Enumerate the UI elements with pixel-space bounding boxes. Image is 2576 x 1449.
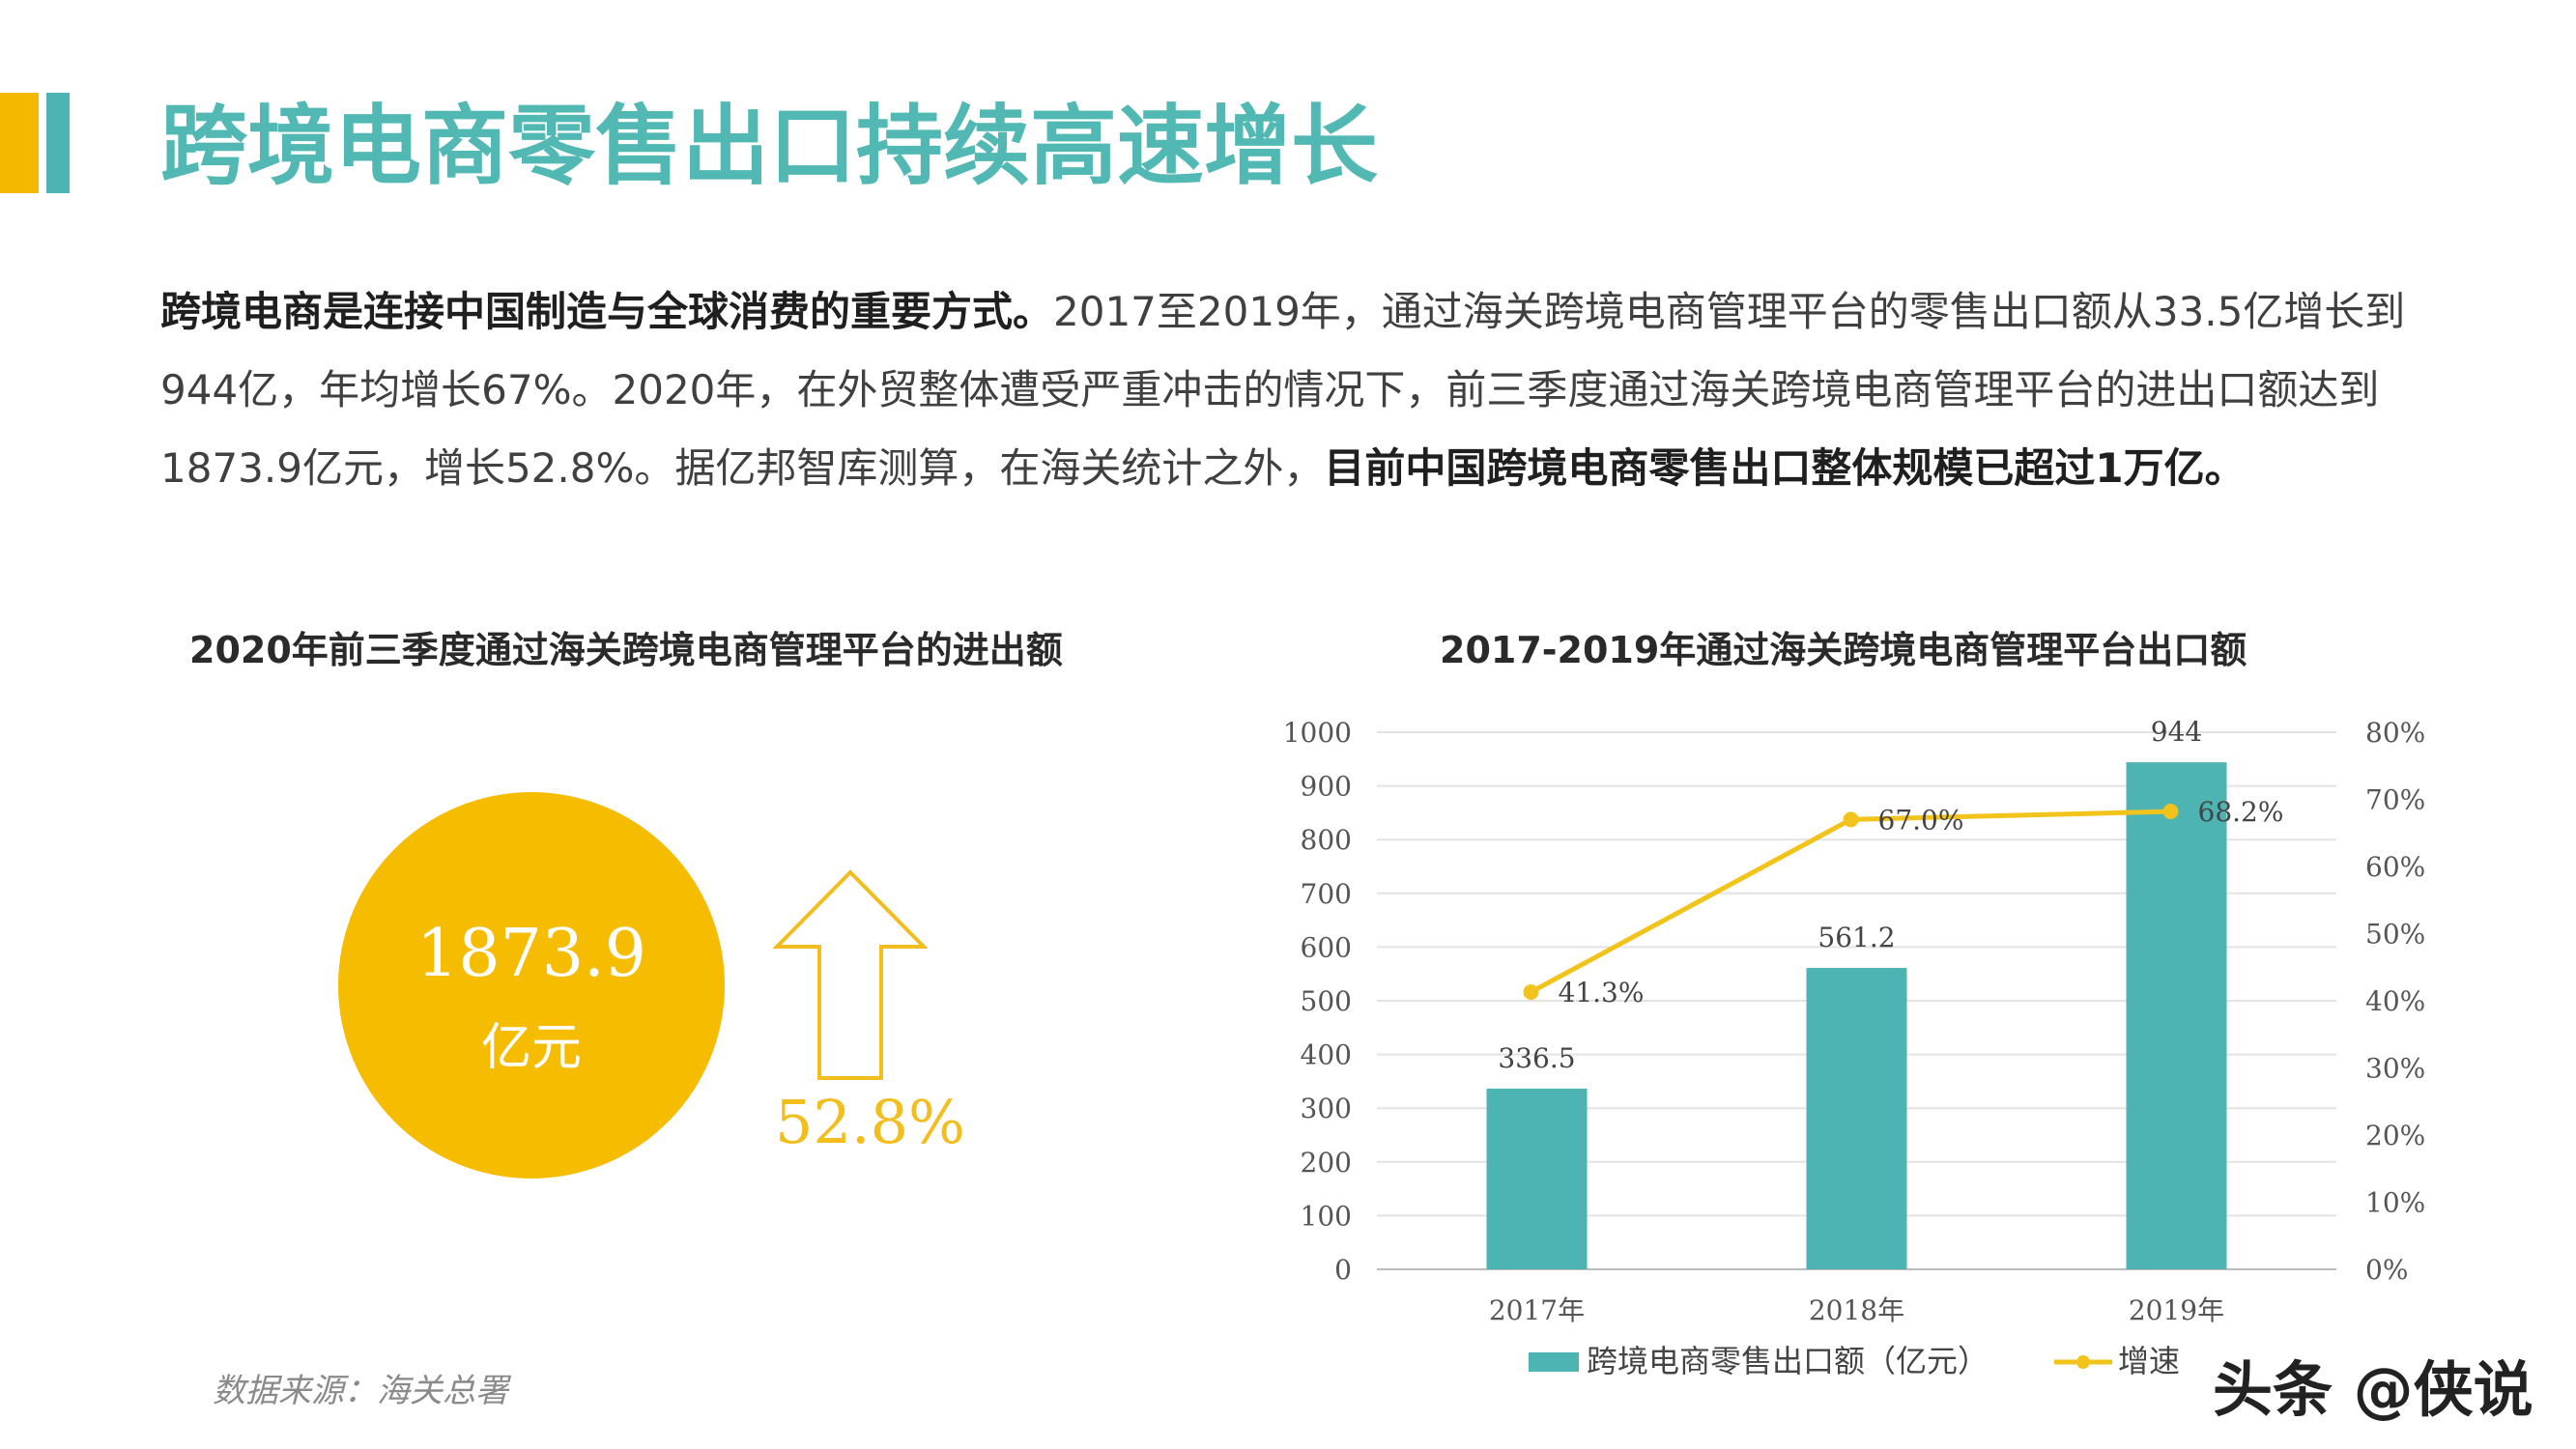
y-right-tick-label: 30% [2365,1053,2425,1085]
growth-point [1523,983,1539,1000]
y-right-tick-label: 70% [2365,784,2425,816]
left-panel-title: 2020年前三季度通过海关跨境电商管理平台的进出额 [189,629,1063,671]
x-tick-label: 2018年 [1809,1294,1904,1326]
y-left-tick-label: 300 [1301,1093,1352,1124]
y-right-tick-label: 80% [2365,717,2425,749]
bar-value-label: 944 [2151,716,2202,748]
y-right-tick-label: 0% [2365,1254,2408,1286]
bar-value-label: 561.2 [1818,922,1895,953]
y-left-tick-label: 100 [1301,1200,1352,1232]
intro-paragraph: 跨境电商是连接中国制造与全球消费的重要方式。2017至2019年，通过海关跨境电… [160,272,2441,507]
y-left-tick-label: 1000 [1283,717,1352,749]
growth-value-label: 41.3% [1559,977,1645,1009]
title-accent-yellow [0,93,39,193]
y-left-tick-label: 0 [1334,1254,1352,1286]
total-value-unit: 亿元 [480,1019,582,1077]
y-right-tick-label: 60% [2365,851,2425,883]
x-tick-label: 2019年 [2129,1294,2224,1326]
arrow-up-icon [773,869,928,1080]
legend-swatch-point [2076,1355,2090,1369]
chart-title: 2017-2019年通过海关跨境电商管理平台出口额 [1440,629,2247,671]
legend-label-line: 增速 [2118,1343,2180,1379]
y-left-tick-label: 800 [1301,824,1352,856]
y-left-tick-label: 700 [1301,878,1352,910]
y-right-tick-label: 50% [2365,919,2425,951]
intro-lead: 跨境电商是连接中国制造与全球消费的重要方式。 [160,288,1054,335]
y-right-tick-label: 40% [2365,985,2425,1017]
growth-rate: 52.8% [775,1087,965,1157]
data-source: 数据来源：海关总署 [213,1372,508,1410]
y-right-tick-label: 20% [2365,1120,2425,1151]
y-left-tick-label: 900 [1301,771,1352,803]
growth-value-label: 68.2% [2198,796,2284,828]
total-value-circle: 1873.9 亿元 [338,792,725,1179]
total-value: 1873.9 [416,916,646,992]
bar [1806,967,1907,1269]
intro-tail: 目前中国跨境电商零售出口整体规模已超过1万亿。 [1324,444,2246,492]
x-tick-label: 2017年 [1489,1294,1585,1326]
bar [2126,762,2227,1269]
watermark: 头条 @侠说 [2213,1354,2533,1425]
bar [1486,1088,1588,1269]
bar-value-label: 336.5 [1498,1042,1575,1074]
growth-value-label: 67.0% [1878,804,1964,836]
growth-point [2162,804,2179,820]
y-left-tick-label: 600 [1301,931,1352,963]
y-right-tick-label: 10% [2365,1187,2425,1219]
growth-point [1843,811,1859,828]
y-left-tick-label: 500 [1301,985,1352,1017]
intro-body: 2017至2019年，通过海关跨境电商管理平台的零售出口额从33.5亿增长到94… [160,288,2406,492]
title-accent-teal [46,93,70,193]
legend-swatch-bar [1529,1352,1579,1372]
y-left-tick-label: 400 [1301,1039,1352,1071]
page-title: 跨境电商零售出口持续高速增长 [160,95,1378,197]
growth-line [1530,809,2171,995]
legend-label-bar: 跨境电商零售出口额（亿元） [1587,1343,1989,1379]
y-left-tick-label: 200 [1301,1147,1352,1179]
